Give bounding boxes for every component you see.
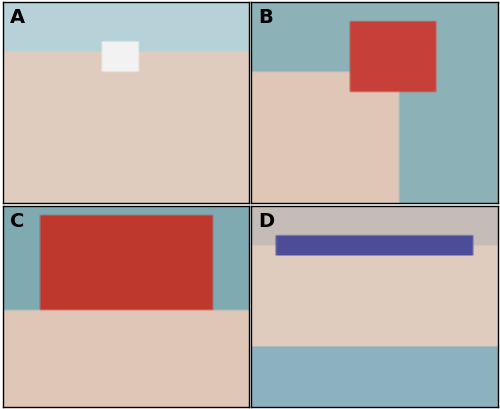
Text: D: D <box>258 211 274 231</box>
Text: C: C <box>10 211 24 231</box>
Text: B: B <box>258 8 274 27</box>
Text: A: A <box>10 8 25 27</box>
